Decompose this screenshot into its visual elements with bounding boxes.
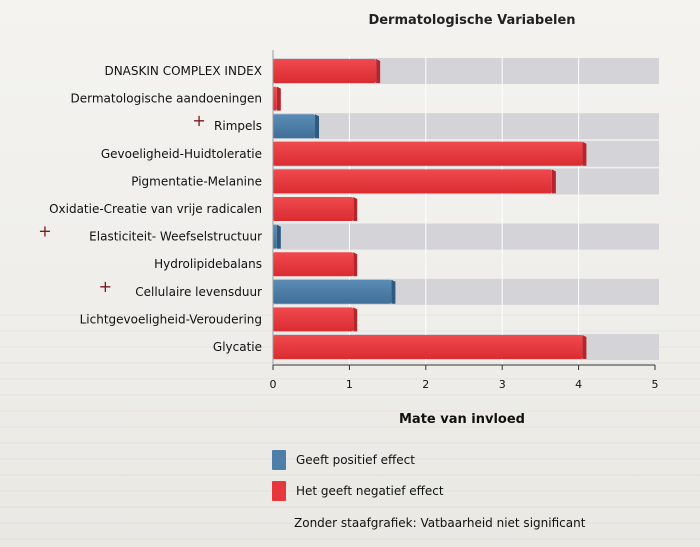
bar-side [582,141,587,166]
legend-label-negative: Het geeft negatief effect [296,484,444,498]
legend-label-positive: Geeft positief effect [296,453,415,467]
bar-body [273,279,392,304]
bar-positive [273,114,320,139]
handwritten-mark-icon: + [38,222,51,241]
tick-label: 3 [499,378,506,391]
bar-body [273,169,552,194]
tick-label: 2 [422,378,429,391]
bar-side [353,252,358,277]
bar-body [273,114,316,139]
tick-label: 4 [575,378,582,391]
legend-item-negative: Het geeft negatief effect [272,481,444,501]
legend-note: Zonder staafgrafiek: Vatbaarheid niet si… [294,516,586,530]
handwritten-mark-icon: + [99,277,112,296]
category-label: Lichtgevoeligheid-Veroudering [80,312,262,326]
category-label: Dermatologische aandoeningen [70,92,262,106]
background-bar [273,113,659,140]
category-label: Gevoeligheid-Huidtoleratie [101,147,262,161]
category-labels: DNASKIN COMPLEX INDEX Dermatologische aan… [38,64,262,354]
bar-negative [273,86,281,111]
x-axis-label: Mate van invloed [399,412,525,427]
category-label: Hydrolipidebalans [154,257,262,271]
bar-negative [273,252,358,277]
bar-negative [273,307,358,332]
bar-body [273,141,583,166]
bar-side [276,86,281,111]
bar-body [273,197,354,221]
legend-swatch-negative [272,481,286,501]
bar-side [551,169,556,194]
category-label: Pigmentatie-Melanine [131,174,262,188]
category-label: Oxidatie-Creatie van vrije radicalen [49,202,262,216]
bar-body [273,86,277,111]
bar-negative [273,59,381,83]
chart-title: Dermatologische Variabelen [368,13,575,28]
category-label: Glycatie [213,340,262,354]
bar-negative [273,197,358,221]
bar-side [315,114,320,139]
x-axis-ticks: 0 1 2 3 4 5 [270,50,659,391]
bar-side [376,59,381,83]
handwritten-mark-icon: + [192,111,205,130]
bar-body [273,224,277,249]
bar-side [353,307,358,332]
category-label: Elasticiteit- Weefselstructuur [89,230,262,244]
bar-side [391,279,396,304]
legend-swatch-positive [272,450,286,470]
bar-positive [273,224,281,249]
tick-label: 5 [652,378,659,391]
category-label: DNASKIN COMPLEX INDEX [104,64,262,78]
bar-side [582,335,587,359]
bar-negative [273,335,587,359]
bar-negative [273,169,556,194]
tick-label: 1 [346,378,353,391]
category-label: Rimpels [214,119,262,133]
category-label: Cellulaire levensduur [135,285,262,299]
bar-negative [273,141,587,166]
bar-body [273,307,354,332]
bar-body [273,59,377,83]
bar-side [276,224,281,249]
tick-label: 0 [270,378,277,391]
background-bar [273,223,659,250]
bar-body [273,252,354,277]
bar-body [273,335,583,359]
legend-item-positive: Geeft positief effect [272,450,415,470]
bar-side [353,197,358,221]
bar-positive [273,279,396,304]
bars-layer [273,59,587,359]
